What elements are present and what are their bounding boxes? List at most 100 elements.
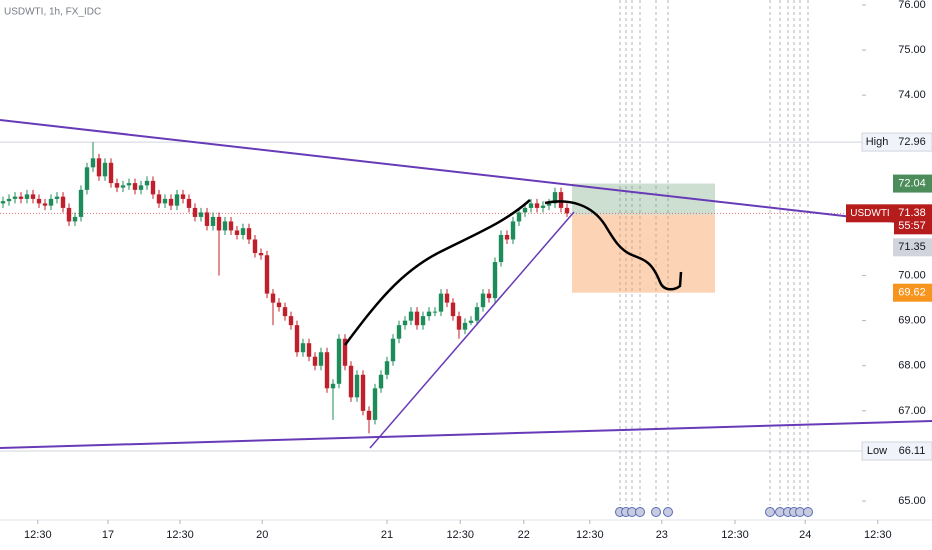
candle-body [378, 374, 384, 389]
last-price-tag [894, 204, 932, 235]
trend-line [0, 119, 932, 227]
candle-body [138, 185, 144, 190]
candle-body [168, 198, 174, 206]
candle-body [18, 196, 24, 199]
candle-body [474, 307, 480, 321]
x-tick-label: 12:30 [576, 529, 604, 541]
trend-line [369, 211, 575, 449]
candle-body [72, 216, 78, 222]
candle-body [198, 212, 204, 217]
candle-body [216, 216, 222, 231]
y-tick-label: 74.00 [898, 89, 926, 101]
candle-body [546, 203, 552, 206]
candle-body [60, 196, 66, 208]
candle-body [444, 293, 450, 303]
candle-body [354, 374, 360, 398]
x-tick-label: 12:30 [24, 529, 52, 541]
candle-body [552, 192, 558, 204]
candle-body [126, 183, 132, 186]
candle-body [540, 205, 546, 208]
candle-body [108, 162, 114, 184]
candle-body [48, 198, 54, 206]
x-tick-label: 12:30 [446, 529, 474, 541]
event-markers [615, 0, 813, 517]
x-tick-label: 22 [518, 529, 530, 541]
candle-body [408, 311, 414, 321]
candle-body [90, 158, 96, 168]
candle-body [558, 192, 564, 208]
price-tag [893, 283, 932, 302]
marker-label: High [866, 136, 889, 148]
candle-body [498, 234, 504, 263]
candle-body [504, 234, 510, 240]
candle-body [192, 207, 198, 217]
event-flag [651, 507, 661, 517]
candle-body [66, 207, 72, 222]
candle-body [486, 293, 492, 299]
candle-body [84, 167, 90, 190]
candle-body [240, 228, 246, 235]
x-tick-label: 12:30 [864, 529, 892, 541]
x-tick-label: 23 [656, 529, 668, 541]
candle-body [312, 356, 318, 366]
candle-body [294, 325, 300, 353]
candle-body [258, 253, 264, 256]
price-tag-label: 69.62 [898, 287, 926, 299]
candle-body [426, 311, 432, 317]
symbol-tag [846, 204, 894, 223]
price-tag [893, 238, 932, 257]
y-tick-label: 67.00 [898, 405, 926, 417]
candle-body [480, 293, 486, 308]
stop-zone [572, 214, 715, 293]
candle-body [492, 262, 498, 299]
x-tick-label: 12:30 [721, 529, 749, 541]
candle-body [12, 196, 18, 199]
candle-body [30, 194, 36, 199]
candle-body [96, 158, 102, 177]
x-tick-label: 21 [381, 529, 393, 541]
candle-body [432, 311, 438, 313]
price-tag-label: 71.35 [898, 241, 926, 253]
candle-body [24, 194, 30, 199]
candle-body [144, 180, 150, 186]
candle-body [438, 293, 444, 312]
candle-body [228, 221, 234, 231]
candle-body [522, 207, 528, 213]
x-tick-label: 17 [102, 529, 114, 541]
price-tag [893, 174, 932, 193]
candle-body [186, 198, 192, 208]
countdown-label: 55:57 [898, 220, 926, 232]
candle-body [264, 255, 270, 294]
candle-body [276, 302, 282, 308]
candle-body [402, 320, 408, 326]
candle-body [114, 183, 120, 188]
candle-body [36, 198, 42, 204]
candle-body [462, 322, 468, 330]
candle-body [342, 338, 348, 366]
candle-body [564, 207, 570, 214]
y-tick-label: 70.00 [898, 269, 926, 281]
last-price-label: 71.38 [898, 207, 926, 219]
candle-body [516, 212, 522, 222]
event-flag [803, 507, 813, 517]
y-tick-label: 75.00 [898, 44, 926, 56]
x-tick-label: 20 [256, 529, 268, 541]
candle-body [0, 201, 6, 204]
y-tick-label: 69.00 [898, 315, 926, 327]
event-flag [635, 507, 645, 517]
candle-body [330, 383, 336, 389]
chart-title: USDWTI, 1h, FX_IDC [4, 7, 101, 18]
trend-line [0, 420, 932, 449]
candle-body [528, 203, 534, 208]
drawing [344, 199, 531, 346]
candle-body [450, 302, 456, 317]
x-tick-label: 24 [799, 529, 811, 541]
candle-body [510, 221, 516, 240]
candle-body [210, 216, 216, 226]
candle-body [390, 338, 396, 362]
candle-body [180, 194, 186, 199]
y-tick-label: 65.00 [898, 495, 926, 507]
